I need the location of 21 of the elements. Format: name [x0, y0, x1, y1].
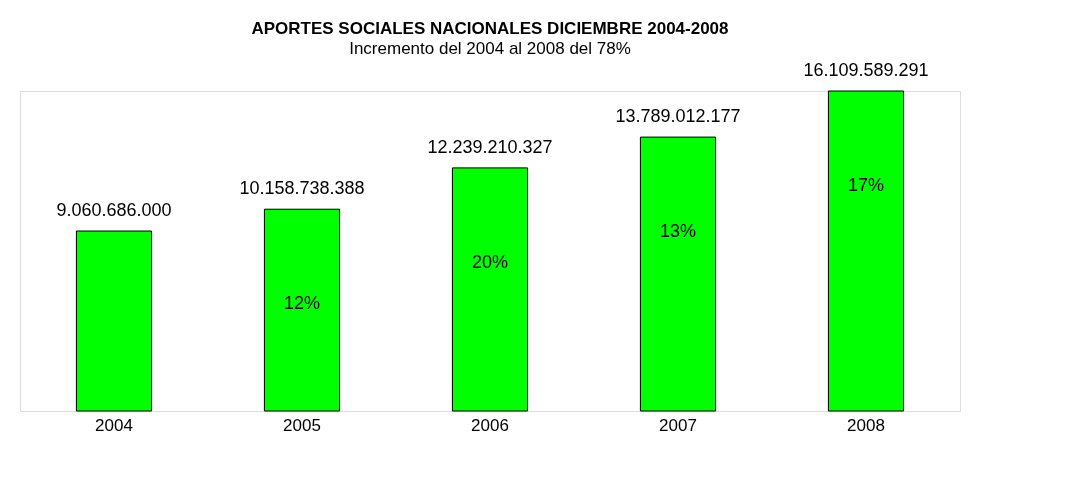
- data-label: 13.789.012.177: [615, 106, 741, 127]
- bar: [827, 90, 905, 412]
- data-label: 9.060.686.000: [56, 200, 172, 221]
- annotation: 12%: [283, 293, 321, 314]
- bar: [75, 230, 153, 412]
- bar: [263, 208, 341, 412]
- chart-title: APORTES SOCIALES NACIONALES DICIEMBRE 2004-2008: [251, 19, 729, 38]
- bar: [451, 167, 529, 412]
- data-label: 16.109.589.291: [803, 60, 929, 80]
- x-tick-label: 2007: [659, 415, 697, 435]
- annotation: 13%: [659, 221, 697, 242]
- x-tick-label: 2008: [847, 415, 885, 435]
- x-tick-label: 2005: [283, 415, 321, 435]
- annotation: 20%: [471, 251, 509, 272]
- chart-subtitle: Incremento del 2004 al 2008 del 78%: [349, 39, 631, 58]
- annotation: 17%: [847, 175, 885, 195]
- data-label: 10.158.738.388: [239, 178, 365, 199]
- x-tick-label: 2006: [471, 415, 509, 435]
- data-label: 12.239.210.327: [427, 136, 553, 157]
- bar: [639, 136, 717, 412]
- x-tick-label: 2004: [95, 415, 133, 435]
